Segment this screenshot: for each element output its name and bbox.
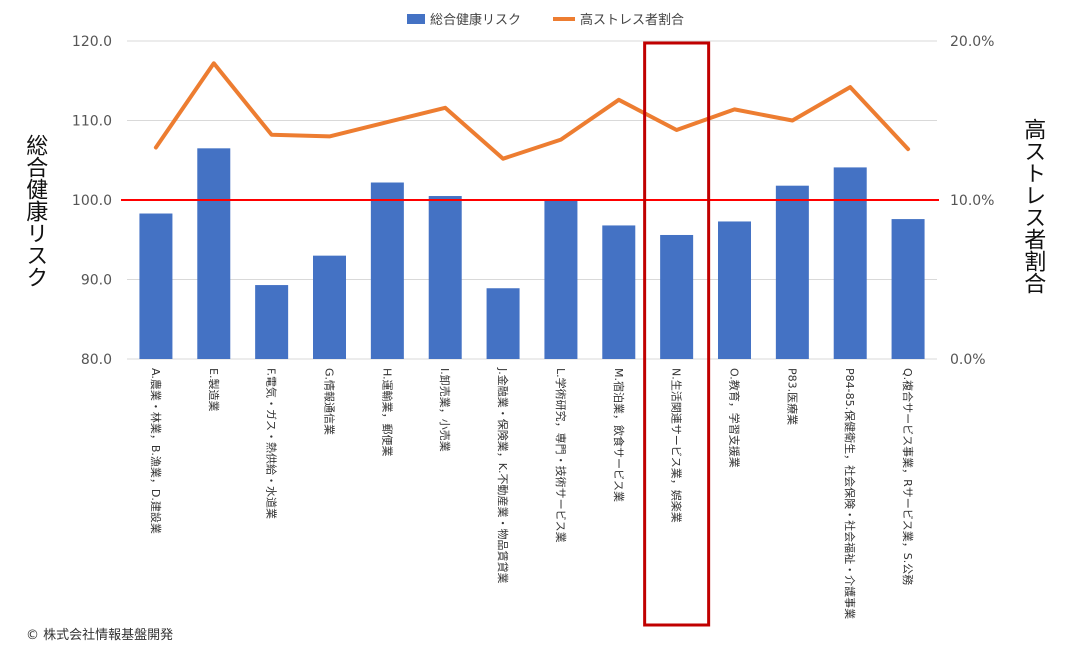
left-tick-label: 80.0 <box>81 352 112 368</box>
category-label: E.製造業 <box>207 368 221 411</box>
category-label: H.運輸業，郵便業 <box>380 368 394 457</box>
legend-label-line: 高ストレス者割合 <box>580 12 684 28</box>
category-label: J.金融業・保険業，K.不動産業・物品賃貸業 <box>496 367 510 583</box>
left-tick-label: 100.0 <box>72 193 112 209</box>
category-labels: A.農業・林業，B.漁業，D.建設業 E.製造業 F.電気・ガス・熱供給・水道業 G.… <box>149 367 915 619</box>
stress-ratio-line <box>153 61 911 161</box>
left-tick-label: 90.0 <box>81 273 112 289</box>
legend-swatch-bar <box>407 14 425 24</box>
left-axis-title: 総合健康リスク <box>22 134 48 288</box>
legend-label-bar: 総合健康リスク <box>430 12 521 28</box>
category-label: M.宿泊業，飲食サービス業 <box>612 368 626 502</box>
highlight-box <box>643 41 711 627</box>
right-axis-title: 高ストレス者割合 <box>1020 118 1046 294</box>
category-label: L.学術研究，専門・技術サービス業 <box>554 368 568 543</box>
right-tick-label: 0.0% <box>950 352 986 368</box>
category-label: N.生活関連サービス業，娯楽業 <box>670 368 684 523</box>
category-label: I.卸売業，小売業 <box>438 368 452 452</box>
category-label: G.情報通信業 <box>323 368 336 435</box>
right-tick-label: 10.0% <box>950 193 994 209</box>
category-label: O.教育，学習支援業 <box>728 368 742 468</box>
bar <box>428 196 462 359</box>
right-axis-ticks: 0.0% 10.0% 20.0% <box>950 34 994 368</box>
bar <box>139 213 173 359</box>
bar <box>370 182 404 359</box>
bar <box>255 285 289 359</box>
bar-series <box>139 148 925 359</box>
category-label: F.電気・ガス・熱供給・水道業 <box>265 368 279 519</box>
copyright-text: © 株式会社情報基盤開発 <box>26 628 174 643</box>
category-label: A.農業・林業，B.漁業，D.建設業 <box>149 368 163 534</box>
bar <box>486 288 520 359</box>
bar <box>544 200 578 359</box>
bar <box>833 167 867 359</box>
bar <box>775 185 809 359</box>
left-tick-label: 110.0 <box>72 114 112 130</box>
bar <box>313 255 346 359</box>
bar <box>891 219 925 359</box>
line-series <box>153 61 911 161</box>
category-label: P84-85.保健衛生，社会保険・社会福祉・介護事業 <box>843 368 857 619</box>
bar <box>718 221 751 359</box>
left-tick-label: 120.0 <box>72 34 112 50</box>
category-label: P83.医療業 <box>785 368 799 425</box>
bar <box>660 234 694 359</box>
right-tick-label: 20.0% <box>950 34 994 50</box>
left-axis-ticks: 80.0 90.0 100.0 110.0 120.0 <box>72 34 112 368</box>
category-label: Q.複合サービス事業，Rサービス業，S.公務 <box>901 368 915 585</box>
legend: 総合健康リスク 高ストレス者割合 <box>407 12 684 28</box>
bar <box>602 225 636 359</box>
highlight-group <box>643 41 711 627</box>
bar <box>197 148 231 359</box>
